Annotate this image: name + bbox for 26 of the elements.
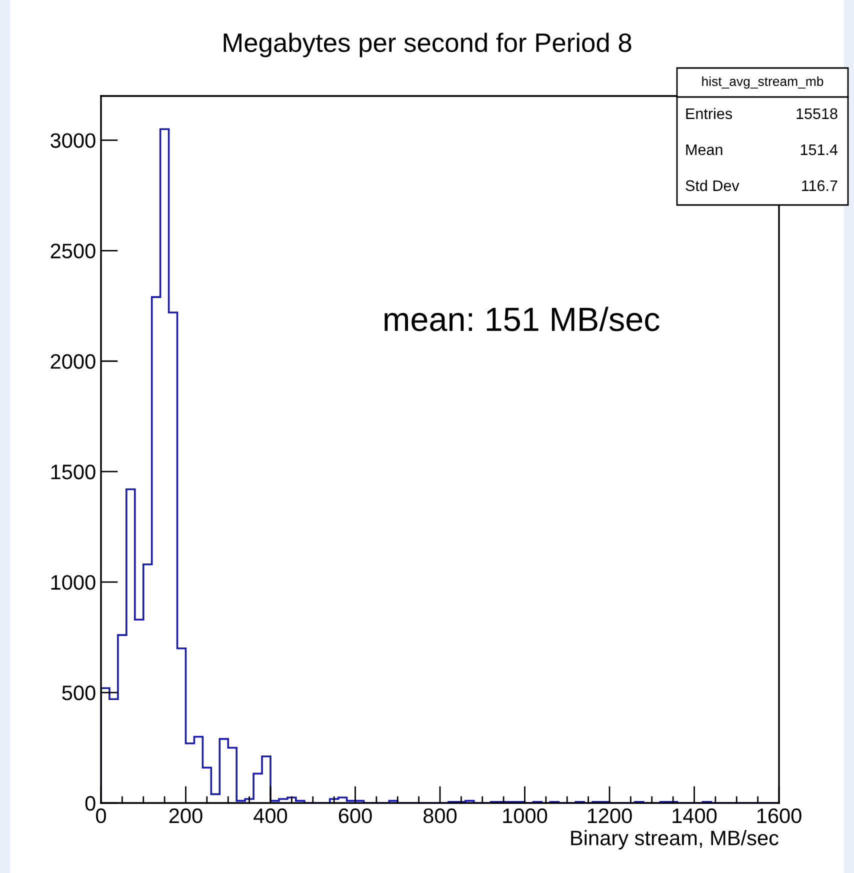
- text: 116.7: [802, 180, 838, 192]
- x-tick-label: 400: [254, 808, 288, 824]
- x-tick-label: 0: [96, 808, 106, 824]
- x-tick-label: 1600: [757, 808, 802, 824]
- text: 15518: [796, 108, 838, 120]
- y-tick-label: 1000: [51, 575, 96, 590]
- x-tick-label: 600: [338, 808, 372, 824]
- chart-title: Megabytes per second for Period 8: [224, 32, 632, 58]
- annotation: Mean: [686, 144, 722, 156]
- x-tick-label: 800: [424, 808, 457, 824]
- x-tick-label: 1000: [503, 808, 548, 824]
- x-axis-title: Binary stream, MB/sec: [571, 830, 778, 850]
- text: 151.4: [800, 144, 838, 156]
- y-tick-label: 2000: [50, 354, 96, 369]
- text: hist_avg_stream_mb: [702, 76, 824, 89]
- y-tick-label: 0: [85, 796, 96, 811]
- y-tick-label: 500: [62, 686, 96, 700]
- x-tick-label: 200: [169, 808, 202, 824]
- annotation: mean: 151 MB/sec: [384, 306, 660, 332]
- x-tick-label: 1200: [588, 808, 632, 824]
- annotation: Std Dev: [686, 180, 740, 192]
- y-tick-label: 3000: [50, 133, 96, 148]
- annotation: Entries: [686, 108, 732, 120]
- y-tick-label: 1500: [51, 464, 96, 480]
- y-tick-label: 2500: [50, 244, 96, 258]
- x-tick-label: 1400: [672, 808, 717, 824]
